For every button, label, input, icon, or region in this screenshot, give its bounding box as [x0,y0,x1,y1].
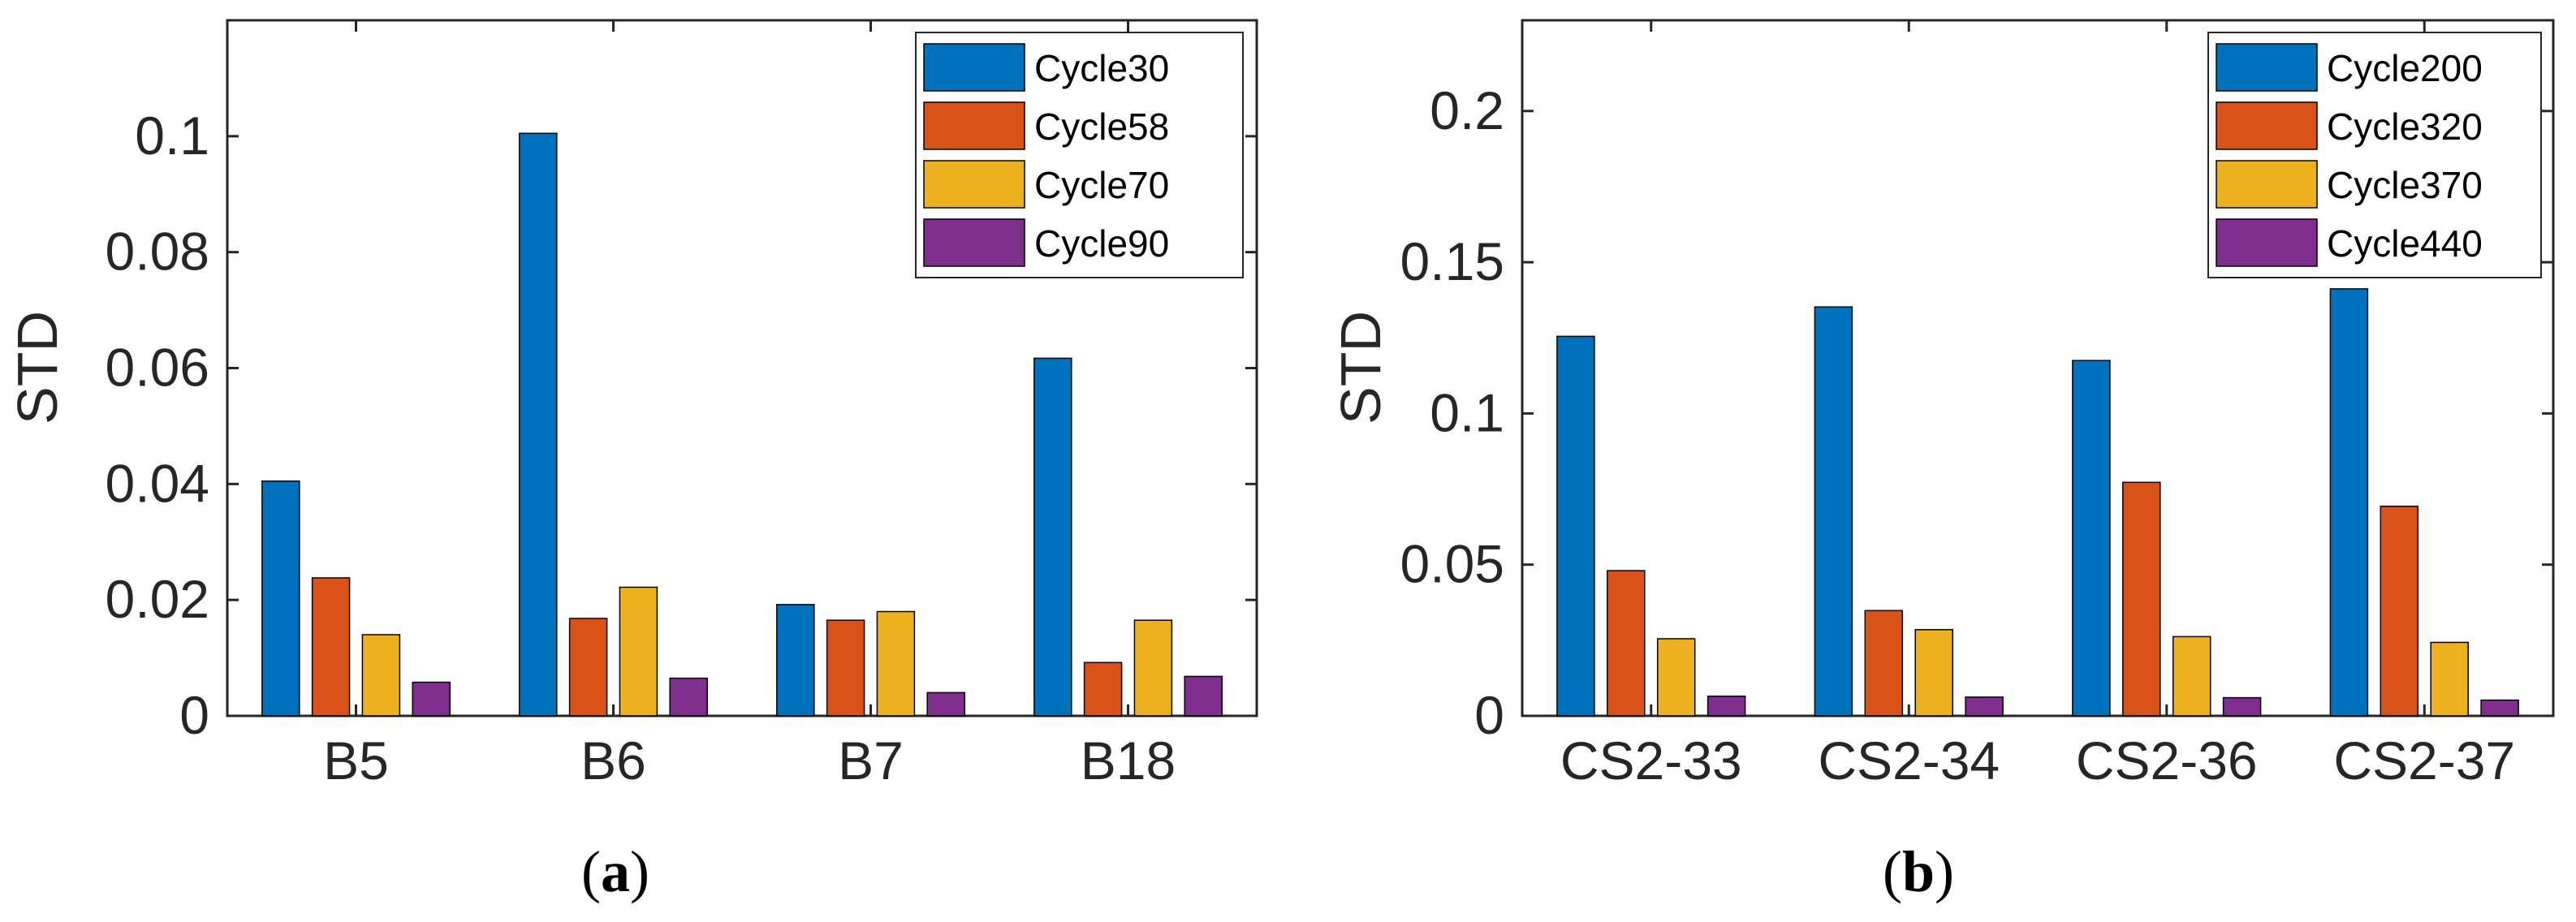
bar-Cycle90-B7 [926,692,965,717]
legend-swatch-Cycle30 [923,43,1025,92]
bar-Cycle200-CS2-37 [2329,288,2369,717]
y-tick-label: 0.15 [1400,231,1504,291]
bar-Cycle30-B6 [519,132,558,717]
legend-label-Cycle70: Cycle70 [1034,164,1169,206]
y-tick-label: 0.1 [135,106,209,166]
y-tick-label: 0.1 [1430,382,1504,442]
bar-Cycle70-B5 [361,634,401,717]
x-tick-label: CS2-34 [1818,730,2000,791]
legend-label-Cycle90: Cycle90 [1034,222,1169,265]
x-tick-label: CS2-33 [1560,730,1742,791]
bar-Cycle200-CS2-36 [2072,360,2111,717]
bar-Cycle90-B18 [1184,675,1223,717]
y-tick-label: 0 [179,685,209,745]
x-tick-label: B6 [580,730,646,791]
legend-swatch-Cycle320 [2216,101,2318,150]
bar-Cycle320-CS2-33 [1607,570,1646,717]
y-axis-title: STD [1329,311,1392,424]
bar-Cycle70-B6 [619,586,658,717]
panel-b: 0 0.05 0.1 0.15 0.2 CS2-33 CS2-34 CS2-36 CS2-37 S… [1329,19,2555,904]
x-tick-label: B7 [838,730,904,791]
y-tick-label: 0.2 [1430,80,1504,140]
y-axis-title: STD [6,311,69,424]
panel-a: 0 0.02 0.04 0.06 0.08 0.1 B5 B6 B7 B18 STD Cycle30 C… [6,19,1258,904]
legend-swatch-Cycle58 [923,101,1025,150]
bar-Cycle30-B7 [776,604,815,717]
bar-Cycle440-CS2-33 [1707,696,1746,717]
legend-swatch-Cycle70 [923,160,1025,209]
bar-Cycle58-B18 [1083,661,1123,717]
bar-Cycle320-CS2-34 [1864,610,1904,717]
x-tick-label: B5 [323,730,389,791]
bar-Cycle30-B5 [261,480,300,717]
bar-Cycle70-B18 [1133,619,1173,717]
bar-Cycle370-CS2-36 [2172,635,2211,717]
x-tick-label: CS2-36 [2076,730,2258,791]
legend-label-Cycle320: Cycle320 [2327,106,2483,148]
bar-Cycle58-B7 [826,619,865,717]
bar-Cycle58-B6 [568,618,608,717]
y-tick-label: 0.05 [1400,534,1504,594]
legend-label-Cycle30: Cycle30 [1034,47,1169,89]
legend-swatch-Cycle370 [2216,160,2318,209]
bar-Cycle320-CS2-37 [2380,506,2419,717]
y-tick-label: 0.08 [106,222,209,282]
x-tick-label: B18 [1081,730,1176,791]
bar-Cycle370-CS2-37 [2430,641,2469,717]
y-tick-label: 0.06 [106,338,209,398]
bar-Cycle370-CS2-34 [1914,629,1953,717]
legend-label-Cycle370: Cycle370 [2327,164,2483,206]
bar-Cycle200-CS2-33 [1556,335,1595,717]
bar-Cycle90-B5 [412,681,451,717]
legend-swatch-Cycle90 [923,218,1025,267]
legend-swatch-Cycle200 [2216,43,2318,92]
legend-label-Cycle440: Cycle440 [2327,222,2483,265]
bar-Cycle58-B5 [311,577,351,717]
bar-Cycle90-B6 [669,677,708,717]
bar-Cycle440-CS2-37 [2480,699,2519,717]
bar-Cycle440-CS2-34 [1965,696,2004,717]
x-tick-label: CS2-37 [2333,730,2515,791]
y-tick-label: 0.02 [106,569,209,629]
bar-Cycle30-B18 [1033,357,1072,717]
panel-label: (a) [581,839,649,904]
y-tick-label: 0.04 [106,453,209,513]
bar-Cycle370-CS2-33 [1656,638,1696,717]
bar-Cycle200-CS2-34 [1814,306,1853,717]
legend-label-Cycle58: Cycle58 [1034,106,1169,148]
panel-label: (b) [1883,839,1954,904]
y-tick-label: 0 [1474,685,1504,745]
legend-label-Cycle200: Cycle200 [2327,47,2483,89]
bar-Cycle70-B7 [876,610,916,717]
bar-Cycle440-CS2-36 [2222,696,2262,717]
bar-Cycle320-CS2-36 [2122,481,2161,717]
legend-swatch-Cycle440 [2216,218,2318,267]
